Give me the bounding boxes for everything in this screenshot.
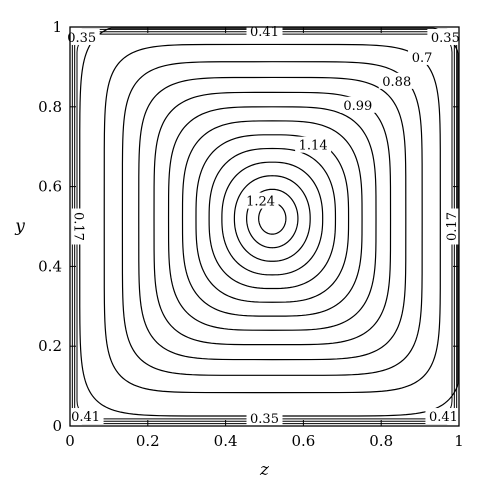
x-tick-label: 1 [454, 432, 464, 450]
x-tick-label: 0.4 [214, 432, 238, 450]
contour-label: 0.99 [339, 96, 376, 114]
contour-line-0.88 [181, 120, 363, 317]
contour-line-1.14 [233, 175, 311, 262]
y-axis-label: y [14, 217, 25, 237]
contour-label: 0.7 [408, 48, 437, 66]
contour-line-0.41 [121, 61, 423, 376]
contour-label: 1.24 [242, 192, 279, 210]
contour-label-text: 1.24 [246, 195, 275, 210]
contour-label-text: 0.99 [343, 99, 372, 114]
contour-label-text: 0.41 [250, 25, 279, 40]
x-tick-label: 0 [65, 432, 75, 450]
contour-line-0.79 [167, 106, 377, 331]
y-tick-label: 0.4 [38, 257, 62, 275]
axis-ticks: 0 0.2 0.4 0.6 0.8 1 0 0.2 0.4 0.6 0.8 1 [38, 18, 464, 450]
contour-label-text: 0.35 [431, 31, 460, 46]
contour-label-text: 0.88 [382, 75, 411, 90]
plot-frame [69, 26, 460, 427]
contour-label-text: 1.14 [299, 139, 328, 154]
contour-label: 0.17 [71, 208, 88, 245]
contour-line-1.24 [258, 202, 287, 235]
contour-label: 0.17 [443, 208, 460, 245]
x-tick-label: 0.8 [369, 432, 393, 450]
y-tick-label: 0.8 [38, 98, 62, 116]
contour-label: 0.35 [427, 28, 464, 46]
contour-label-text: 0.7 [412, 51, 433, 66]
contour-line-0.99 [208, 147, 337, 290]
contour-line-0.7 [153, 91, 392, 346]
y-tick-label: 0 [52, 417, 62, 435]
contour-label-text: 0.35 [250, 412, 279, 427]
contour-labels: 0.41 0.35 0.35 0.35 0.70.88 0.99 1.14 1.24 0.17 0… [63, 22, 464, 427]
contour-label: 0.41 [425, 408, 462, 425]
y-tick-label: 0.2 [38, 337, 62, 355]
x-tick-label: 0.6 [291, 432, 315, 450]
contour-label: 1.14 [295, 136, 332, 154]
contour-label-text: 0.41 [71, 410, 100, 425]
y-tick-label: 0.6 [38, 178, 62, 196]
contour-line-0.55 [138, 76, 407, 361]
contour-label-text: 0.41 [429, 410, 458, 425]
contour-line-1.06 [221, 161, 324, 276]
contour-label: 0.35 [246, 410, 283, 427]
contour-label: 0.41 [246, 22, 283, 40]
contour-line-1.19 [246, 188, 299, 249]
x-tick-label: 0.2 [136, 432, 160, 450]
contour-label: 0.88 [378, 72, 415, 90]
contour-label-text: 0.17 [71, 212, 86, 241]
y-tick-label: 1 [52, 18, 62, 36]
contour-label-text: 0.17 [445, 212, 460, 241]
contour-label: 0.35 [63, 28, 100, 46]
contour-label: 0.41 [67, 408, 104, 425]
contour-label-text: 0.35 [67, 31, 96, 46]
contour-line-0.94 [195, 134, 350, 303]
x-axis-label: z [259, 460, 270, 480]
